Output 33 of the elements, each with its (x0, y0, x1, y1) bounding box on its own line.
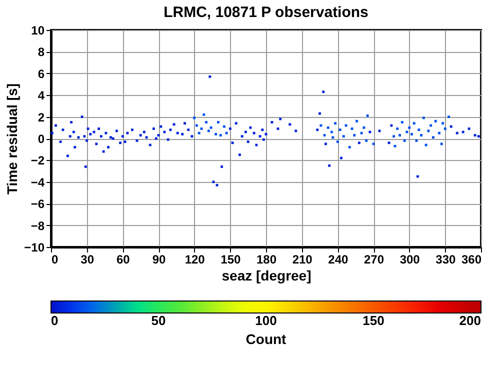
color-bar-label: 50 (151, 313, 166, 328)
x-tick-label: 150 (220, 252, 241, 266)
y-tick-label: 6 (38, 66, 45, 81)
y-tick-label: −4 (30, 175, 45, 190)
y-axis-title: Time residual [s] (4, 83, 20, 195)
x-tick-label: 0 (52, 252, 58, 266)
color-bar-label: 200 (459, 313, 481, 328)
x-tick-label: 60 (116, 252, 130, 266)
y-tick-label: 0 (38, 132, 45, 146)
y-tick-label: −8 (30, 218, 45, 233)
x-tick-label: 180 (256, 252, 277, 266)
y-tick-label: 8 (38, 45, 45, 60)
y-tick-label: −6 (30, 197, 45, 212)
x-tick-label: 120 (184, 252, 206, 266)
y-tick-label: 10 (31, 24, 45, 38)
x-tick-label: 90 (152, 252, 166, 266)
x-tick-label: 360 (461, 252, 482, 266)
y-tick-label: 2 (38, 110, 45, 124)
chart-title: LRMC, 10871 P observations (164, 4, 368, 21)
x-axis-title: seaz [degree] (222, 268, 312, 284)
y-tick-label: −10 (24, 240, 45, 254)
x-tick-label: 330 (436, 252, 456, 266)
color-bar-label: 150 (362, 313, 384, 328)
color-bar-title: Count (246, 331, 287, 347)
x-tick-label: 210 (292, 252, 313, 266)
x-tick-label: 240 (328, 252, 348, 266)
x-tick-label: 300 (400, 252, 420, 266)
x-tick-label: 30 (80, 252, 94, 266)
x-tick-label: 270 (364, 252, 384, 266)
color-bar-label: 0 (51, 313, 58, 328)
color-bar-label: 100 (255, 313, 277, 328)
y-tick-label: 4 (38, 88, 45, 103)
y-tick-label: −2 (30, 154, 45, 168)
